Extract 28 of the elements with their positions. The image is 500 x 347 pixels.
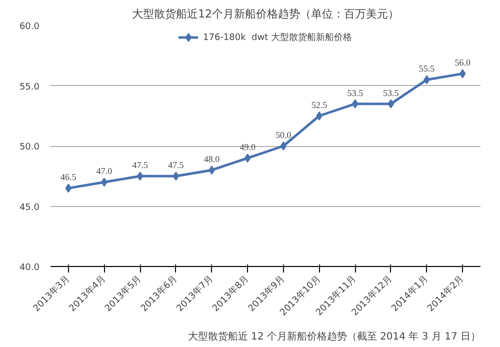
chart-title: 大型散货船近12个月新船价格趋势（单位：百万美元）	[132, 8, 399, 20]
text: 53.5	[347, 88, 363, 98]
point	[136, 172, 144, 181]
point	[244, 154, 251, 163]
y-tick-label: 50.0	[19, 142, 40, 152]
point	[280, 142, 287, 150]
y-tick-label: 40.0	[19, 263, 40, 273]
y-tick-label: 60.0	[19, 22, 40, 32]
text: 55.5	[418, 64, 435, 74]
y-tick-label: 55.0	[19, 82, 40, 92]
text: 50.0	[276, 130, 292, 140]
text: 47.0	[96, 166, 112, 176]
text: 48.0	[204, 154, 220, 164]
text: 大型散货船近 12 个月新船价格趋势（截至 2014 年 3 月 17 日）	[188, 330, 481, 342]
text: 46.5	[60, 172, 76, 182]
point	[352, 99, 358, 108]
point	[172, 172, 180, 181]
text: 56.0	[454, 58, 470, 68]
point	[388, 99, 394, 108]
text: 53.5	[383, 88, 399, 98]
point	[65, 184, 72, 193]
text: 47.5	[132, 160, 148, 170]
text: 52.5	[311, 100, 328, 110]
y-tick-label: 45.0	[19, 202, 40, 213]
point	[459, 69, 466, 78]
text: 49.0	[240, 142, 256, 152]
legend-label: 176-180k dwt 大型散货船新船价格	[202, 32, 352, 44]
text: 47.5	[168, 160, 184, 170]
